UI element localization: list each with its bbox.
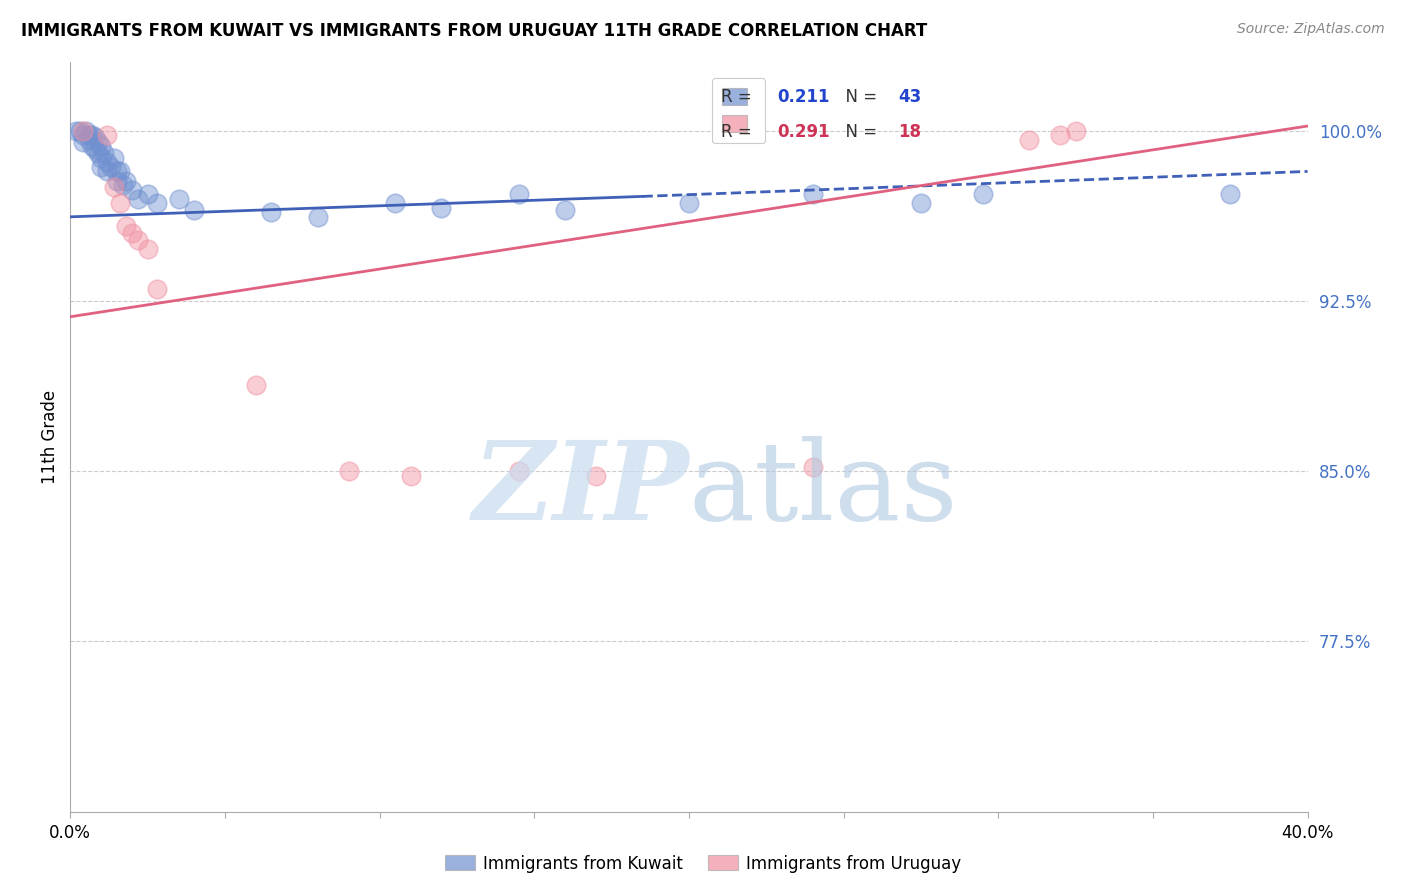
Point	[1219, 187, 1241, 202]
Point	[136, 242, 159, 256]
Point	[910, 196, 932, 211]
Text: N =: N =	[835, 87, 883, 105]
Text: atlas: atlas	[689, 436, 959, 543]
Point	[103, 180, 125, 194]
Point	[90, 160, 112, 174]
Text: ZIP: ZIP	[472, 436, 689, 543]
Point	[84, 142, 107, 156]
Point	[108, 164, 131, 178]
Text: 18: 18	[898, 123, 921, 141]
Point	[972, 187, 994, 202]
Point	[105, 164, 128, 178]
Point	[260, 205, 283, 219]
Point	[1064, 123, 1087, 137]
Point	[103, 151, 125, 165]
Point	[167, 192, 190, 206]
Point	[399, 468, 422, 483]
Point	[108, 196, 131, 211]
Point	[585, 468, 607, 483]
Point	[96, 155, 118, 169]
Legend: , : ,	[711, 78, 765, 143]
Point	[72, 128, 94, 142]
Point	[245, 377, 267, 392]
Point	[337, 464, 360, 478]
Point	[121, 226, 143, 240]
Point	[146, 196, 169, 211]
Text: R =: R =	[721, 123, 758, 141]
Point	[80, 139, 103, 153]
Y-axis label: 11th Grade: 11th Grade	[41, 390, 59, 484]
Point	[77, 128, 100, 142]
Point	[65, 123, 87, 137]
Point	[87, 135, 110, 149]
Text: 0.211: 0.211	[778, 87, 830, 105]
Point	[127, 192, 149, 206]
Point	[115, 173, 138, 187]
Point	[146, 283, 169, 297]
Point	[183, 202, 205, 217]
Text: 43: 43	[898, 87, 922, 105]
Point	[430, 201, 453, 215]
Text: IMMIGRANTS FROM KUWAIT VS IMMIGRANTS FROM URUGUAY 11TH GRADE CORRELATION CHART: IMMIGRANTS FROM KUWAIT VS IMMIGRANTS FRO…	[21, 22, 928, 40]
Point	[72, 135, 94, 149]
Point	[121, 183, 143, 197]
Point	[508, 187, 530, 202]
Point	[111, 178, 134, 192]
Point	[90, 139, 112, 153]
Point	[307, 210, 329, 224]
Point	[80, 128, 103, 142]
Point	[96, 164, 118, 178]
Point	[87, 146, 110, 161]
Text: N =: N =	[835, 123, 883, 141]
Text: 0.291: 0.291	[778, 123, 830, 141]
Legend: Immigrants from Kuwait, Immigrants from Uruguay: Immigrants from Kuwait, Immigrants from …	[439, 848, 967, 880]
Point	[93, 146, 115, 161]
Point	[1049, 128, 1071, 142]
Point	[801, 187, 824, 202]
Point	[84, 130, 107, 145]
Point	[115, 219, 138, 233]
Text: R =: R =	[721, 87, 758, 105]
Point	[72, 123, 94, 137]
Point	[127, 233, 149, 247]
Point	[69, 123, 91, 137]
Point	[136, 187, 159, 202]
Point	[96, 128, 118, 142]
Point	[77, 133, 100, 147]
Point	[801, 459, 824, 474]
Point	[508, 464, 530, 478]
Point	[1018, 133, 1040, 147]
Point	[384, 196, 406, 211]
Point	[105, 173, 128, 187]
Point	[90, 151, 112, 165]
Text: Source: ZipAtlas.com: Source: ZipAtlas.com	[1237, 22, 1385, 37]
Point	[100, 160, 122, 174]
Point	[554, 202, 576, 217]
Point	[75, 123, 97, 137]
Point	[678, 196, 700, 211]
